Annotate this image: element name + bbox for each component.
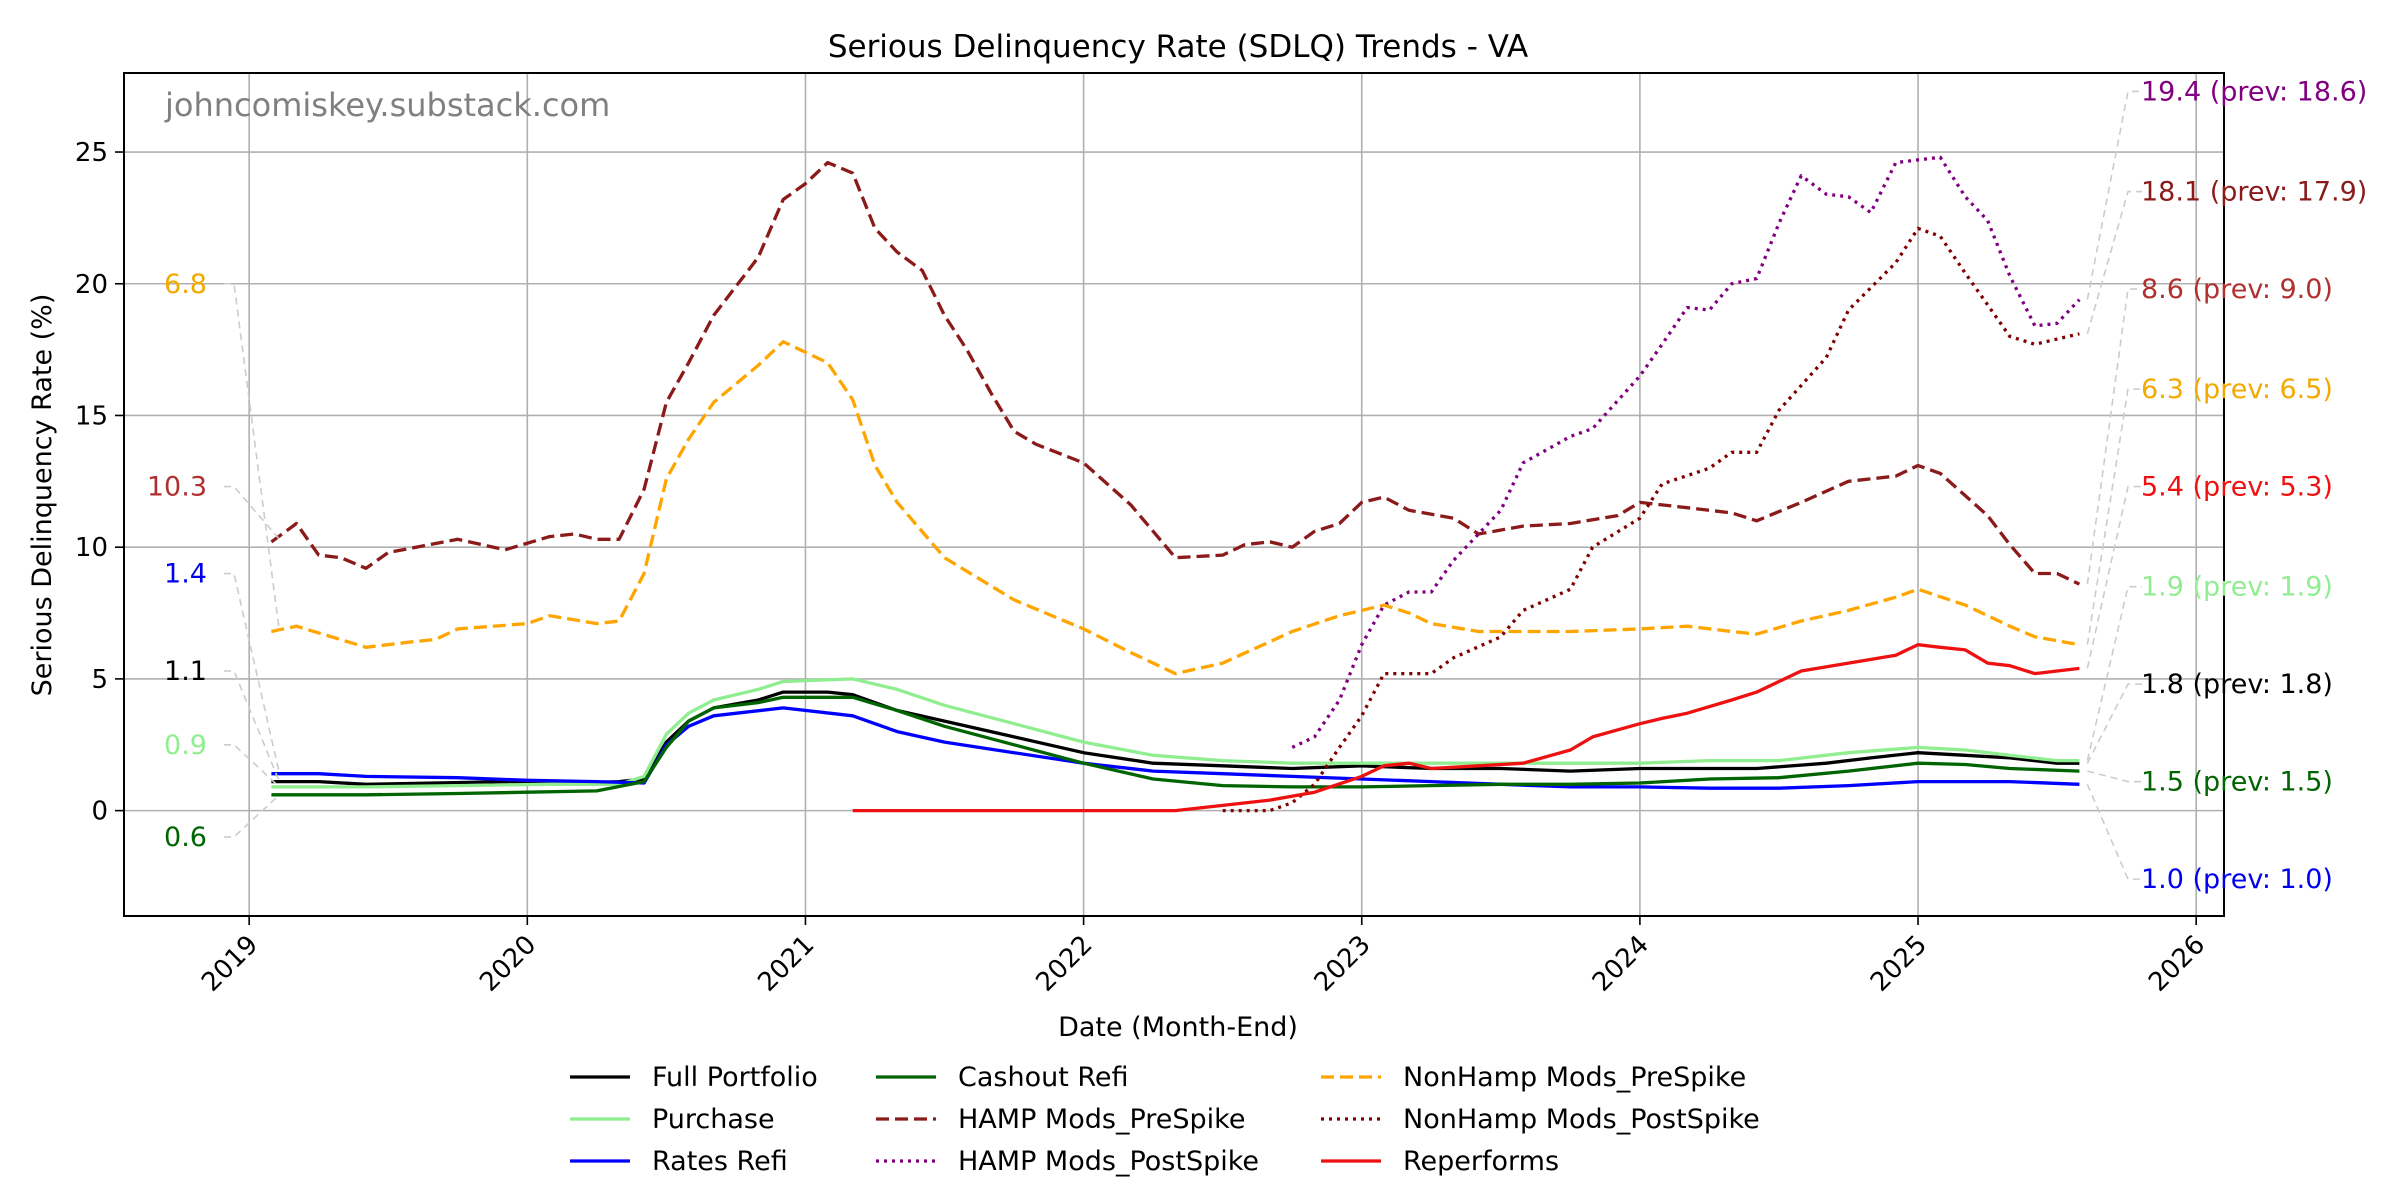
x-tick-label: 2023 bbox=[1309, 930, 1377, 998]
chart-title: Serious Delinquency Rate (SDLQ) Trends -… bbox=[828, 29, 1528, 65]
legend-label: Reperforms bbox=[1403, 1146, 1559, 1177]
left-leader-line bbox=[224, 743, 280, 788]
right-value-label: 18.1 (prev: 17.9) bbox=[2141, 177, 2367, 208]
right-leader-line bbox=[2086, 485, 2142, 669]
left-leader-line bbox=[224, 794, 280, 838]
right-leader-line bbox=[2086, 90, 2142, 300]
right-value-label: 1.0 (prev: 1.0) bbox=[2141, 864, 2333, 895]
y-tick-label: 25 bbox=[75, 138, 108, 168]
left-value-label: 0.9 bbox=[164, 730, 207, 761]
left-value-label: 10.3 bbox=[147, 472, 207, 503]
x-tick-label: 2021 bbox=[752, 930, 820, 998]
legend-label: HAMP Mods_PreSpike bbox=[958, 1104, 1245, 1135]
right-leader-line bbox=[2087, 770, 2142, 783]
series-line-nonhamp-mods-postspike bbox=[1222, 226, 2080, 813]
plot-frame bbox=[123, 72, 2225, 917]
y-tick-label: 20 bbox=[75, 270, 108, 300]
y-tick-label: 10 bbox=[75, 533, 108, 563]
chart-legend: Full Portfolio Purchase Rates Refi Cashout … bbox=[570, 1062, 1760, 1177]
legend-label: Rates Refi bbox=[652, 1146, 788, 1177]
left-value-label: 1.1 bbox=[164, 656, 207, 687]
series-line-hamp-mods-prespike bbox=[270, 160, 2081, 586]
series-line-hamp-mods-postspike bbox=[1291, 155, 2081, 749]
right-leader-line bbox=[2086, 388, 2142, 645]
left-value-label: 6.8 bbox=[164, 269, 207, 300]
right-value-label: 6.3 (prev: 6.5) bbox=[2141, 374, 2333, 405]
left-leader-line bbox=[224, 572, 281, 774]
legend-label: Purchase bbox=[652, 1104, 775, 1135]
y-tick-label: 15 bbox=[75, 401, 108, 431]
left-leader-line bbox=[224, 282, 281, 632]
legend-label: HAMP Mods_PostSpike bbox=[958, 1146, 1259, 1177]
x-tick-label: 2020 bbox=[474, 930, 542, 998]
right-value-label: 5.4 (prev: 5.3) bbox=[2141, 472, 2333, 503]
right-value-label: 1.5 (prev: 1.5) bbox=[2141, 767, 2333, 798]
watermark-text: johncomiskey.substack.com bbox=[164, 86, 610, 124]
legend-label: Full Portfolio bbox=[652, 1062, 818, 1093]
legend-label: NonHamp Mods_PostSpike bbox=[1403, 1104, 1760, 1135]
grid-lines bbox=[124, 73, 2224, 916]
series-line-nonhamp-mods-prespike bbox=[271, 340, 2080, 676]
series-line-purchase bbox=[271, 677, 2080, 789]
x-tick-label: 2025 bbox=[1865, 930, 1933, 998]
legend-label: Cashout Refi bbox=[958, 1062, 1129, 1093]
y-axis-label: Serious Delinquency Rate (%) bbox=[27, 294, 58, 697]
series-line-cashout-refi bbox=[271, 695, 2080, 797]
right-value-label: 1.8 (prev: 1.8) bbox=[2141, 669, 2333, 700]
legend-label: NonHamp Mods_PreSpike bbox=[1403, 1062, 1746, 1093]
right-leader-line bbox=[2086, 783, 2142, 880]
series-line-reperforms bbox=[852, 643, 2080, 813]
right-leader-line bbox=[2086, 190, 2142, 335]
x-axis-label: Date (Month-End) bbox=[1058, 1012, 1298, 1043]
series-layer bbox=[270, 155, 2081, 813]
right-value-label: 8.6 (prev: 9.0) bbox=[2141, 274, 2333, 305]
right-value-label: 19.4 (prev: 18.6) bbox=[2141, 76, 2367, 107]
right-leader-line bbox=[2086, 585, 2142, 761]
left-leader-line bbox=[224, 485, 281, 540]
right-leader-line bbox=[2086, 288, 2142, 585]
x-tick-label: 2024 bbox=[1587, 930, 1655, 998]
right-value-label: 1.9 (prev: 1.9) bbox=[2141, 572, 2333, 603]
y-tick-label: 0 bbox=[91, 797, 108, 827]
x-tick-label: 2022 bbox=[1031, 930, 1099, 998]
left-leader-line bbox=[224, 670, 281, 782]
left-value-label: 1.4 bbox=[164, 559, 207, 590]
x-tick-label: 2026 bbox=[2143, 930, 2211, 998]
x-tick-label: 2019 bbox=[196, 930, 264, 998]
y-tick-label: 5 bbox=[91, 665, 108, 695]
value-annotations: 6.8 10.3 1.4 1.1 0.9 0.6 19.4 (prev: 18.6) 18.1… bbox=[147, 76, 2367, 895]
right-leader-line bbox=[2086, 683, 2142, 764]
left-value-label: 0.6 bbox=[164, 822, 207, 853]
